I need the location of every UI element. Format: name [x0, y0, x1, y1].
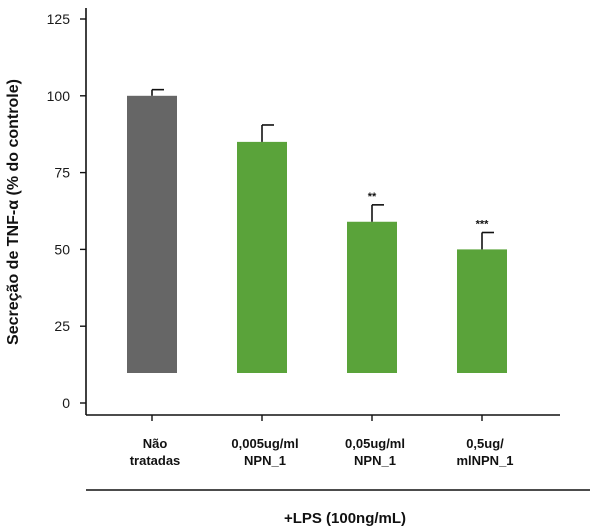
category-label-0: Não tratadas	[130, 436, 181, 468]
y-tick-label-2: 50	[54, 241, 70, 257]
y-tick-label-1: 25	[54, 318, 70, 334]
bar-1	[237, 141, 287, 373]
category-label-2: 0,05ug/ml NPN_1	[345, 436, 405, 468]
y-axis-title: Secreção de TNF-α (% do controle)	[5, 79, 22, 345]
significance-label-2: **	[368, 191, 377, 203]
y-tick-label-3: 75	[54, 165, 70, 181]
category-label-3: 0,5ug/mlNPN_1	[456, 436, 513, 468]
bar-0	[127, 95, 177, 374]
y-tick-label-4: 100	[47, 88, 71, 104]
bar-3	[457, 249, 507, 373]
significance-label-3: ***	[476, 219, 490, 231]
category-label-1: 0,005ug/ml NPN_1	[231, 436, 298, 468]
bar-2	[347, 221, 397, 373]
chart-marks: 0 25 50 75 100 125 Não tratadas 0,005ug/ml NPN_1 *…	[47, 11, 514, 468]
y-tick-label-0: 0	[62, 395, 70, 411]
treatment-label: +LPS (100ng/mL)	[284, 510, 406, 527]
y-tick-label-5: 125	[47, 11, 71, 27]
